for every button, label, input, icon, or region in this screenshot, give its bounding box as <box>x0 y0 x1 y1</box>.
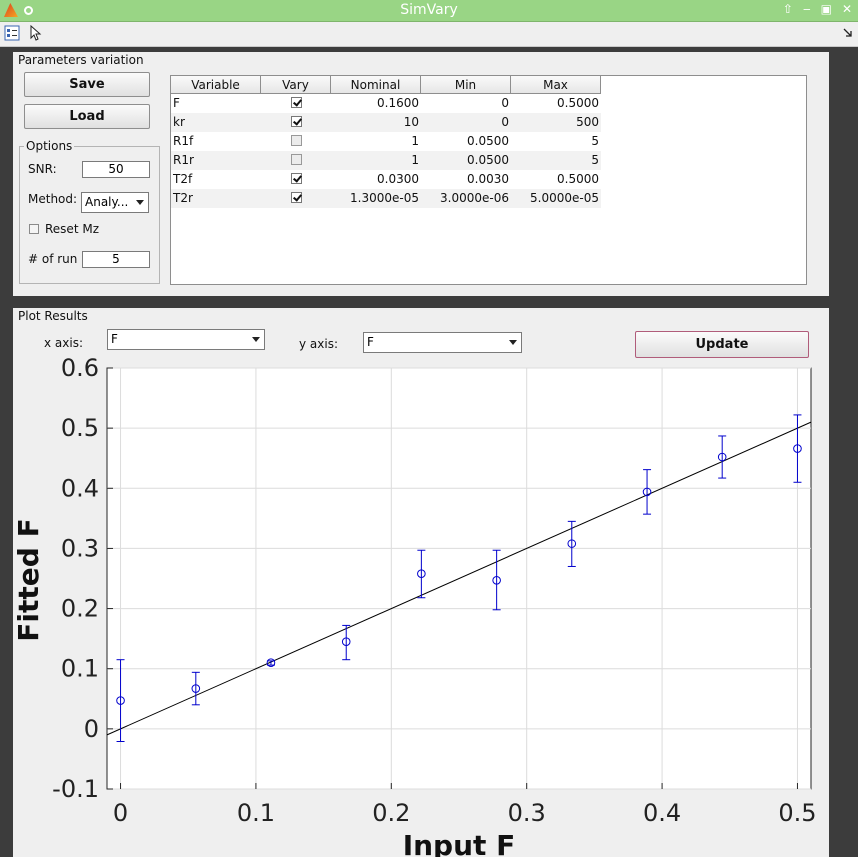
vary-checkbox[interactable] <box>290 154 302 165</box>
column-header-variable[interactable]: Variable <box>171 76 261 94</box>
window-titlebar[interactable]: SimVary ⇧ ‒ ▣ ✕ <box>0 0 858 22</box>
method-label: Method: <box>28 192 78 206</box>
cell-max[interactable]: 0.5000 <box>557 172 599 186</box>
reset-mz-label: Reset Mz <box>45 222 99 236</box>
column-header-nominal[interactable]: Nominal <box>331 76 421 94</box>
pointer-icon[interactable] <box>28 24 44 41</box>
cell-max[interactable]: 0.5000 <box>557 96 599 110</box>
options-group-title: Options <box>24 139 75 153</box>
cell-vary[interactable] <box>261 189 331 208</box>
cell-max[interactable]: 5 <box>591 134 599 148</box>
cell-vary[interactable] <box>261 170 331 189</box>
cell-min[interactable]: 3.0000e-06 <box>440 191 509 205</box>
y-axis-label: y axis: <box>299 337 338 351</box>
chevron-down-icon <box>509 340 517 345</box>
save-button[interactable]: Save <box>24 72 150 97</box>
reset-mz-checkbox[interactable] <box>29 224 39 234</box>
parameters-panel-title: Parameters variation <box>18 53 144 67</box>
cell-vary[interactable] <box>261 132 331 151</box>
chevron-down-icon <box>136 200 144 205</box>
x-axis-select[interactable]: F <box>107 329 265 350</box>
options-group <box>19 146 160 284</box>
plot-panel-title: Plot Results <box>18 309 88 323</box>
method-select-value: Analy... <box>85 195 129 209</box>
vary-checkbox[interactable] <box>290 135 302 146</box>
parameters-table[interactable]: Variable Vary Nominal Min Max F 0.1600 0 0.… <box>170 75 807 285</box>
close-icon[interactable]: ✕ <box>841 2 852 16</box>
x-axis-label: x axis: <box>44 336 83 350</box>
cell-min[interactable]: 0 <box>501 115 509 129</box>
y-axis-select-value: F <box>367 335 374 349</box>
runs-label: # of run <box>28 252 78 266</box>
column-header-vary[interactable]: Vary <box>261 76 331 94</box>
snr-label: SNR: <box>28 162 57 176</box>
cell-variable[interactable]: F <box>173 96 180 110</box>
plot-panel: Plot Results <box>13 308 829 857</box>
cell-variable[interactable]: R1r <box>173 153 194 167</box>
vary-checkbox[interactable] <box>290 116 302 127</box>
method-select[interactable]: Analy... <box>81 192 149 213</box>
cell-min[interactable]: 0 <box>501 96 509 110</box>
x-axis-select-value: F <box>111 332 118 346</box>
figure-toolbar <box>0 22 858 47</box>
cell-variable[interactable]: kr <box>173 115 185 129</box>
column-header-max[interactable]: Max <box>511 76 601 94</box>
cell-variable[interactable]: T2f <box>173 172 193 186</box>
y-axis-select[interactable]: F <box>363 332 522 353</box>
cell-nominal[interactable]: 10 <box>403 115 419 129</box>
cell-variable[interactable]: T2r <box>173 191 193 205</box>
cell-nominal[interactable]: 1 <box>411 153 419 167</box>
snr-input[interactable]: 50 <box>82 161 150 178</box>
window-title: SimVary <box>400 2 458 18</box>
table-row[interactable]: F 0.1600 0 0.5000 <box>171 94 601 113</box>
property-inspector-icon[interactable] <box>4 25 20 41</box>
vary-checkbox[interactable] <box>290 192 302 203</box>
window-controls: ⇧ ‒ ▣ ✕ <box>783 2 852 16</box>
table-row[interactable]: R1r 1 0.0500 5 <box>171 151 601 170</box>
cell-variable[interactable]: R1f <box>173 134 194 148</box>
cell-vary[interactable] <box>261 151 331 170</box>
cell-vary[interactable] <box>261 94 331 113</box>
cell-min[interactable]: 0.0030 <box>467 172 509 186</box>
cell-vary[interactable] <box>261 113 331 132</box>
cell-nominal[interactable]: 1.3000e-05 <box>350 191 419 205</box>
cell-min[interactable]: 0.0500 <box>467 153 509 167</box>
table-header: Variable Vary Nominal Min Max <box>171 76 601 94</box>
column-header-min[interactable]: Min <box>421 76 511 94</box>
runs-input[interactable]: 5 <box>82 251 150 268</box>
table-row[interactable]: R1f 1 0.0500 5 <box>171 132 601 151</box>
table-row[interactable]: T2r 1.3000e-05 3.0000e-06 5.0000e-05 <box>171 189 601 208</box>
cell-nominal[interactable]: 0.1600 <box>377 96 419 110</box>
window-menu-icon[interactable] <box>24 5 33 15</box>
cell-nominal[interactable]: 0.0300 <box>377 172 419 186</box>
cell-min[interactable]: 0.0500 <box>467 134 509 148</box>
cell-max[interactable]: 500 <box>576 115 599 129</box>
update-button[interactable]: Update <box>635 331 809 358</box>
titlebar-left <box>4 3 33 17</box>
vary-checkbox[interactable] <box>290 173 302 184</box>
chevron-down-icon <box>252 337 260 342</box>
dock-arrow-icon[interactable] <box>840 25 856 41</box>
cell-max[interactable]: 5 <box>591 153 599 167</box>
table-row[interactable]: kr 10 0 500 <box>171 113 601 132</box>
minimize-icon[interactable]: ‒ <box>802 2 811 16</box>
maximize-icon[interactable]: ▣ <box>820 2 832 16</box>
load-button[interactable]: Load <box>24 104 150 129</box>
cell-nominal[interactable]: 1 <box>411 134 419 148</box>
table-row[interactable]: T2f 0.0300 0.0030 0.5000 <box>171 170 601 189</box>
cell-max[interactable]: 5.0000e-05 <box>530 191 599 205</box>
keep-above-icon[interactable]: ⇧ <box>782 2 793 16</box>
vary-checkbox[interactable] <box>290 97 302 108</box>
